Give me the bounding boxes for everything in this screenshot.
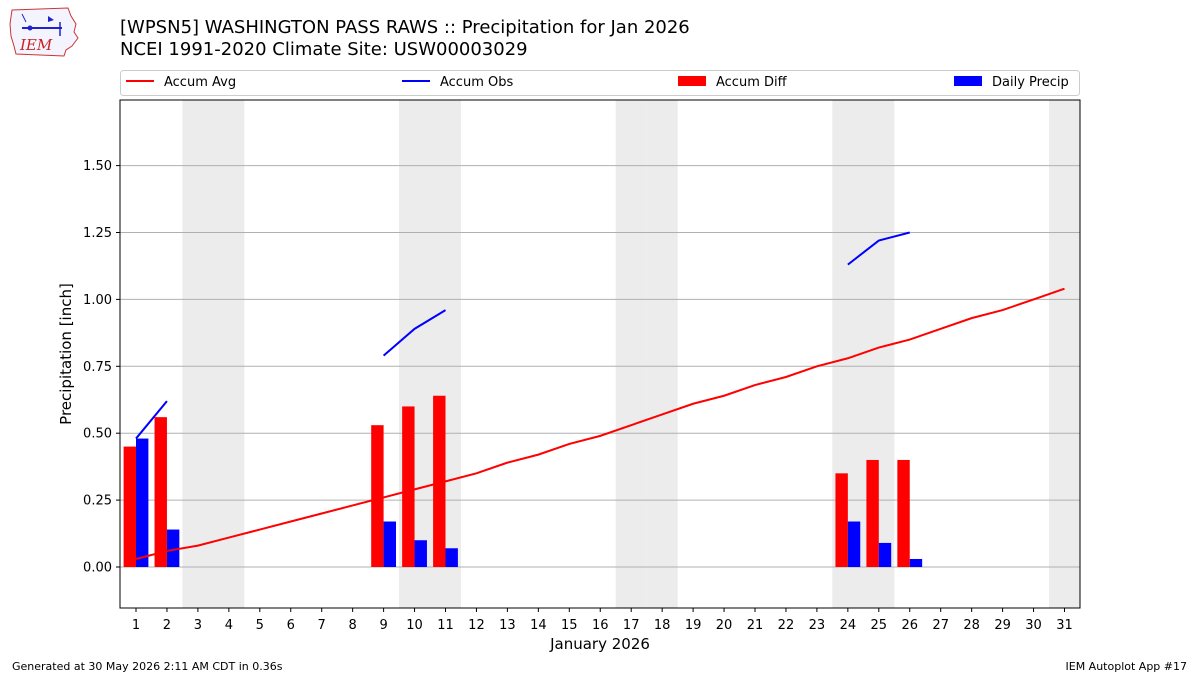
x-tick-label: 20 [716, 618, 733, 633]
daily-precip-bar [847, 521, 861, 567]
x-tick-label: 18 [654, 618, 671, 633]
x-tick-label: 24 [840, 618, 857, 633]
x-tick-label: 10 [406, 618, 423, 633]
accum-obs-line [847, 231, 911, 266]
x-tick-label: 7 [318, 618, 326, 633]
daily-precip-bar [166, 529, 180, 567]
y-tick-label: 0.50 [83, 427, 112, 442]
accum-diff-bar [123, 446, 136, 567]
chart-subtitle: NCEI 1991-2020 Climate Site: USW00003029 [120, 39, 528, 60]
y-tick-label: 0.25 [83, 494, 112, 509]
legend-swatch-accum-diff [678, 76, 706, 86]
y-tick-label: 1.25 [83, 226, 112, 241]
x-tick-label: 11 [437, 618, 454, 633]
weekend-shade-day-4 [213, 100, 245, 608]
legend-label-accum-obs: Accum Obs [440, 75, 513, 90]
x-tick-label: 19 [685, 618, 702, 633]
accum-diff-bar [154, 417, 167, 567]
accum-obs-line [382, 309, 447, 357]
accum-avg-line [135, 287, 1065, 560]
y-tick-label: 1.00 [83, 293, 112, 308]
y-tick-label: 0.75 [83, 360, 112, 375]
legend-label-accum-diff: Accum Diff [716, 75, 788, 90]
x-tick-label: 8 [349, 618, 357, 633]
y-axis-label: Precipitation [inch] [57, 283, 75, 425]
daily-precip-bar [445, 548, 458, 567]
logo-text: IEM [19, 36, 53, 54]
accum-obs-line [135, 400, 168, 440]
x-tick-label: 5 [256, 618, 264, 633]
legend: Accum Avg Accum Obs Accum Diff Daily Pre… [120, 70, 1080, 96]
iowa-outline-icon [9, 7, 79, 57]
daily-precip-bar [136, 438, 149, 567]
weekend-shade-day-3 [182, 100, 214, 608]
y-tick-label: 1.50 [83, 159, 112, 174]
x-tick-label: 12 [468, 618, 485, 633]
daily-precip-bar [414, 540, 427, 567]
iem-logo: IEM [9, 7, 79, 57]
x-tick-label: 26 [901, 618, 918, 633]
daily-precip-bar [383, 521, 396, 567]
weekend-shade-day-31 [1049, 100, 1080, 608]
legend-label-accum-avg: Accum Avg [164, 75, 236, 90]
daily-precip-bar [878, 542, 892, 567]
x-tick-label: 31 [1056, 618, 1073, 633]
weekend-shade-day-18 [646, 100, 678, 608]
x-axis-label: January 2026 [549, 635, 650, 653]
x-tick-label: 13 [499, 618, 516, 633]
y-tick-label: 0.00 [83, 561, 112, 576]
x-tick-label: 2 [163, 618, 171, 633]
legend-label-daily-precip: Daily Precip [992, 75, 1069, 90]
accum-diff-bar [402, 406, 415, 567]
x-tick-label: 6 [287, 618, 295, 633]
accum-diff-bar [835, 473, 848, 567]
x-tick-label: 30 [1025, 618, 1042, 633]
accum-diff-bar [371, 425, 384, 567]
x-tick-label: 1 [132, 618, 140, 633]
x-tick-label: 28 [963, 618, 980, 633]
app-credit: IEM Autoplot App #17 [1065, 660, 1188, 673]
accum-diff-bar [433, 395, 446, 567]
x-tick-label: 23 [809, 618, 826, 633]
x-tick-label: 21 [747, 618, 764, 633]
x-tick-label: 22 [778, 618, 795, 633]
accum-diff-bar [866, 459, 879, 567]
x-tick-label: 17 [623, 618, 640, 633]
x-tick-label: 25 [871, 618, 888, 633]
weekend-shade-day-17 [615, 100, 647, 608]
accum-diff-bar [897, 459, 910, 567]
daily-precip-bar [909, 558, 923, 567]
x-tick-label: 14 [530, 618, 547, 633]
x-tick-label: 16 [592, 618, 609, 633]
x-tick-label: 29 [994, 618, 1011, 633]
generated-timestamp: Generated at 30 May 2026 2:11 AM CDT in … [12, 660, 283, 673]
x-tick-label: 27 [932, 618, 949, 633]
x-tick-label: 9 [379, 618, 387, 633]
legend-swatch-daily-precip [954, 76, 982, 86]
chart-title: [WPSN5] WASHINGTON PASS RAWS :: Precipit… [120, 17, 690, 38]
plot-frame [119, 99, 1081, 609]
x-tick-label: 3 [194, 618, 202, 633]
x-tick-label: 15 [561, 618, 578, 633]
x-tick-label: 4 [225, 618, 233, 633]
